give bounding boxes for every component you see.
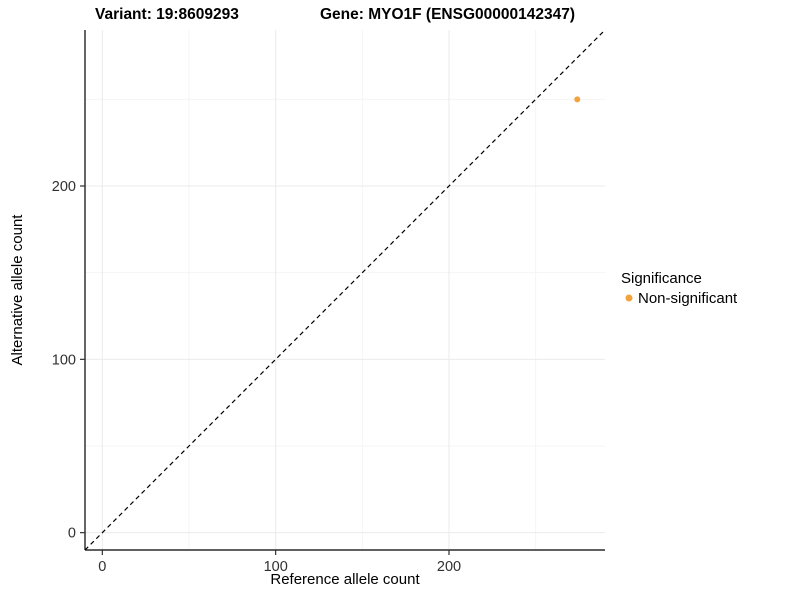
x-tick-label: 200 bbox=[437, 559, 461, 575]
plot-title-variant: Variant: 19:8609293 bbox=[95, 6, 239, 23]
legend-entry-label: Non-significant bbox=[638, 290, 738, 307]
y-axis-label: Alternative allele count bbox=[9, 214, 26, 366]
y-tick-label: 100 bbox=[52, 352, 76, 368]
plot-title-gene: Gene: MYO1F (ENSG00000142347) bbox=[320, 6, 575, 23]
legend-title: Significance bbox=[621, 270, 702, 287]
legend-point-icon bbox=[625, 294, 633, 302]
legend: Significance Non-significant bbox=[621, 270, 738, 307]
y-tick-label: 200 bbox=[52, 179, 76, 195]
data-point bbox=[574, 96, 581, 103]
x-axis-label: Reference allele count bbox=[270, 571, 420, 588]
x-tick-label: 0 bbox=[98, 559, 106, 575]
x-tick-label: 100 bbox=[264, 559, 288, 575]
y-tick-label: 0 bbox=[68, 526, 76, 542]
chart-layer: 0 100 200 0 100 200 bbox=[52, 29, 606, 575]
identity-line bbox=[84, 29, 606, 551]
